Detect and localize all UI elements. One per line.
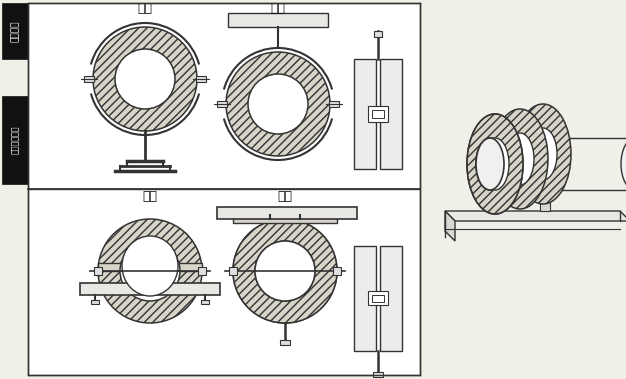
Bar — [217, 101, 227, 107]
Bar — [373, 372, 383, 377]
Bar — [329, 101, 339, 107]
Bar — [368, 291, 388, 305]
Ellipse shape — [492, 109, 548, 209]
Wedge shape — [255, 241, 315, 271]
Bar — [354, 246, 376, 351]
Bar — [98, 263, 202, 271]
Bar — [372, 110, 384, 118]
Text: 保温圆码: 保温圆码 — [11, 20, 19, 42]
Polygon shape — [445, 211, 626, 221]
Wedge shape — [120, 241, 180, 271]
Bar — [217, 207, 357, 219]
Text: 吊装: 吊装 — [270, 3, 285, 16]
Text: 倒装: 倒装 — [277, 190, 292, 202]
Circle shape — [226, 52, 330, 156]
Ellipse shape — [481, 138, 509, 190]
Bar — [28, 3, 420, 189]
Polygon shape — [445, 211, 455, 241]
Wedge shape — [255, 271, 315, 301]
Ellipse shape — [467, 114, 523, 214]
Bar — [2, 3, 28, 59]
Ellipse shape — [515, 104, 571, 204]
Ellipse shape — [476, 138, 504, 190]
Bar — [201, 300, 209, 304]
Wedge shape — [233, 219, 337, 271]
Bar — [28, 189, 420, 375]
Bar — [374, 31, 382, 37]
Text: 座装: 座装 — [143, 190, 158, 202]
Bar — [380, 59, 402, 169]
Bar — [94, 267, 102, 275]
Bar — [333, 267, 341, 275]
Bar — [84, 76, 94, 82]
Ellipse shape — [621, 138, 626, 190]
Circle shape — [248, 74, 308, 134]
Bar — [380, 246, 402, 351]
Ellipse shape — [476, 138, 504, 190]
Text: 保温平底座码: 保温平底座码 — [11, 126, 19, 154]
Bar — [354, 59, 376, 169]
Wedge shape — [98, 219, 202, 271]
Bar — [228, 13, 328, 27]
Bar — [91, 300, 99, 304]
Text: 座装: 座装 — [138, 3, 153, 16]
Ellipse shape — [506, 133, 534, 185]
Bar — [233, 215, 337, 223]
Bar — [540, 199, 550, 211]
Wedge shape — [98, 271, 202, 323]
Bar — [229, 267, 237, 275]
Bar — [196, 76, 206, 82]
Circle shape — [255, 241, 315, 301]
Ellipse shape — [529, 128, 557, 180]
Bar — [198, 267, 206, 275]
Circle shape — [93, 27, 197, 131]
Ellipse shape — [467, 114, 523, 214]
Bar — [80, 283, 220, 295]
Bar — [2, 96, 28, 184]
Ellipse shape — [122, 236, 178, 296]
Circle shape — [233, 219, 337, 323]
Bar — [368, 106, 388, 122]
Bar — [280, 340, 290, 345]
Bar — [492, 199, 502, 211]
Bar — [372, 295, 384, 302]
Circle shape — [115, 49, 175, 109]
Wedge shape — [120, 271, 180, 301]
Wedge shape — [233, 271, 337, 323]
Ellipse shape — [481, 138, 509, 190]
